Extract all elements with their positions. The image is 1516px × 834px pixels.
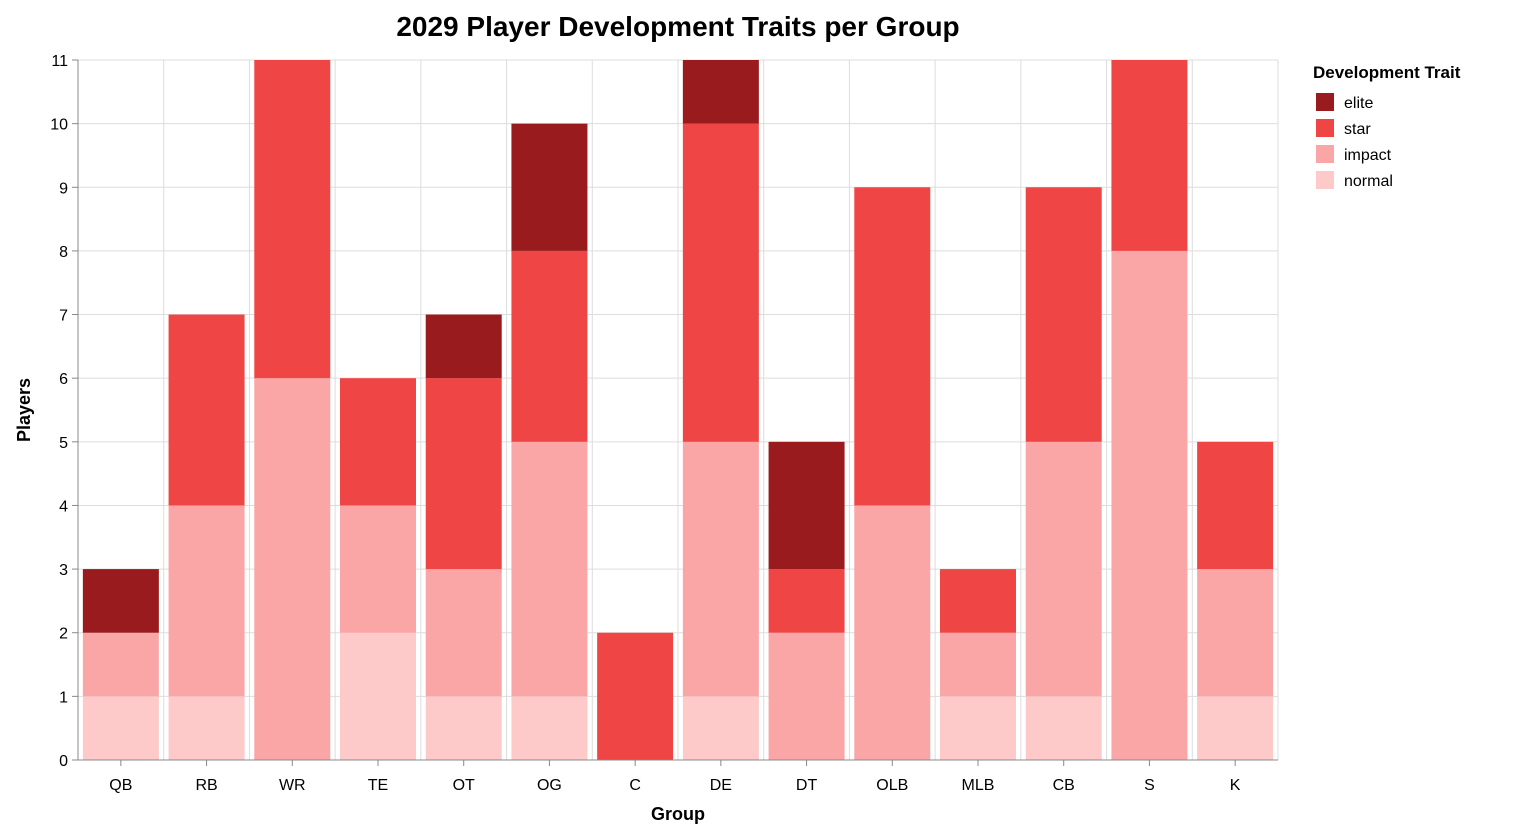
bar-dt-star [768, 569, 845, 633]
bar-de-elite [682, 60, 759, 124]
legend-title: Development Trait [1313, 63, 1461, 82]
y-tick-label: 10 [50, 117, 68, 134]
bar-cb-normal [1025, 696, 1102, 760]
bar-mlb-impact [940, 632, 1016, 697]
bar-olb-star [854, 187, 931, 506]
x-tick-label: K [1230, 777, 1241, 794]
y-tick-label: 11 [51, 53, 68, 70]
legend-label-elite: elite [1344, 95, 1373, 112]
legend-swatch-star [1316, 119, 1334, 137]
bar-dt-impact [768, 632, 845, 760]
legend-swatch-impact [1316, 145, 1334, 163]
x-tick-label: RB [195, 777, 217, 794]
x-tick-label: WR [279, 777, 306, 794]
bar-te-star [340, 378, 416, 506]
y-tick-label: 5 [59, 435, 68, 452]
bar-og-normal [511, 696, 588, 760]
bar-cb-star [1025, 187, 1102, 442]
bar-ot-normal [425, 696, 502, 760]
bar-te-normal [340, 632, 416, 760]
bar-og-impact [511, 441, 588, 697]
bar-olb-impact [854, 505, 931, 760]
x-tick-label: TE [368, 777, 388, 794]
bar-k-normal [1197, 696, 1274, 760]
x-tick-label: MLB [962, 777, 995, 794]
legend: Development Trait elite star impact normal [1313, 63, 1461, 190]
bar-s-star [1111, 60, 1188, 251]
bar-ot-elite [425, 314, 502, 379]
chart-title: 2029 Player Development Traits per Group [396, 11, 959, 42]
bar-mlb-normal [940, 696, 1016, 760]
bar-og-elite [511, 123, 588, 251]
x-axis-title: Group [651, 804, 705, 824]
y-tick-label: 3 [59, 562, 68, 579]
x-tick-label: OG [537, 777, 562, 794]
bars [82, 60, 1274, 760]
bar-qb-impact [82, 632, 159, 697]
bar-rb-star [168, 314, 245, 506]
y-axis-title: Players [14, 378, 34, 442]
bar-c-star [597, 632, 674, 760]
x-tick-label: OT [453, 777, 475, 794]
y-tick-label: 9 [59, 180, 68, 197]
x-tick-label: DE [710, 777, 732, 794]
y-tick-label: 4 [59, 498, 68, 515]
bar-te-impact [340, 505, 416, 633]
x-tick-label: C [629, 777, 641, 794]
legend-swatch-elite [1316, 93, 1334, 111]
bar-rb-normal [168, 696, 245, 760]
legend-label-normal: normal [1344, 173, 1393, 190]
bar-de-normal [682, 696, 759, 760]
bar-k-star [1197, 441, 1274, 570]
x-tick-label: QB [109, 777, 132, 794]
legend-swatch-normal [1316, 171, 1334, 189]
bar-ot-star [425, 378, 502, 570]
bar-og-star [511, 250, 588, 442]
x-tick-label: DT [796, 777, 818, 794]
x-tick-label: S [1144, 777, 1155, 794]
bar-s-impact [1111, 250, 1188, 760]
bar-wr-impact [254, 378, 331, 760]
bar-dt-elite [768, 441, 845, 570]
legend-label-impact: impact [1344, 147, 1392, 164]
bar-k-impact [1197, 569, 1274, 697]
legend-label-star: star [1344, 121, 1371, 138]
y-tick-label: 2 [59, 626, 68, 643]
bar-rb-impact [168, 505, 245, 697]
bar-qb-normal [82, 696, 159, 760]
bar-qb-elite [82, 569, 159, 633]
axes: 0 1 2 3 4 5 6 7 8 9 10 11 QB RB WR TE OT OG C DE DT OLB MLB CB S… [50, 53, 1278, 794]
x-tick-label: OLB [876, 777, 908, 794]
bar-de-star [682, 123, 759, 442]
bar-mlb-star [940, 569, 1016, 633]
y-tick-label: 0 [59, 753, 68, 770]
bar-cb-impact [1025, 441, 1102, 697]
y-tick-label: 8 [59, 244, 68, 261]
y-tick-label: 7 [59, 308, 68, 325]
bar-wr-star [254, 60, 331, 379]
y-tick-label: 6 [59, 371, 68, 388]
y-tick-label: 1 [59, 689, 68, 706]
bar-ot-impact [425, 569, 502, 697]
x-tick-label: CB [1053, 777, 1075, 794]
bar-de-impact [682, 441, 759, 697]
